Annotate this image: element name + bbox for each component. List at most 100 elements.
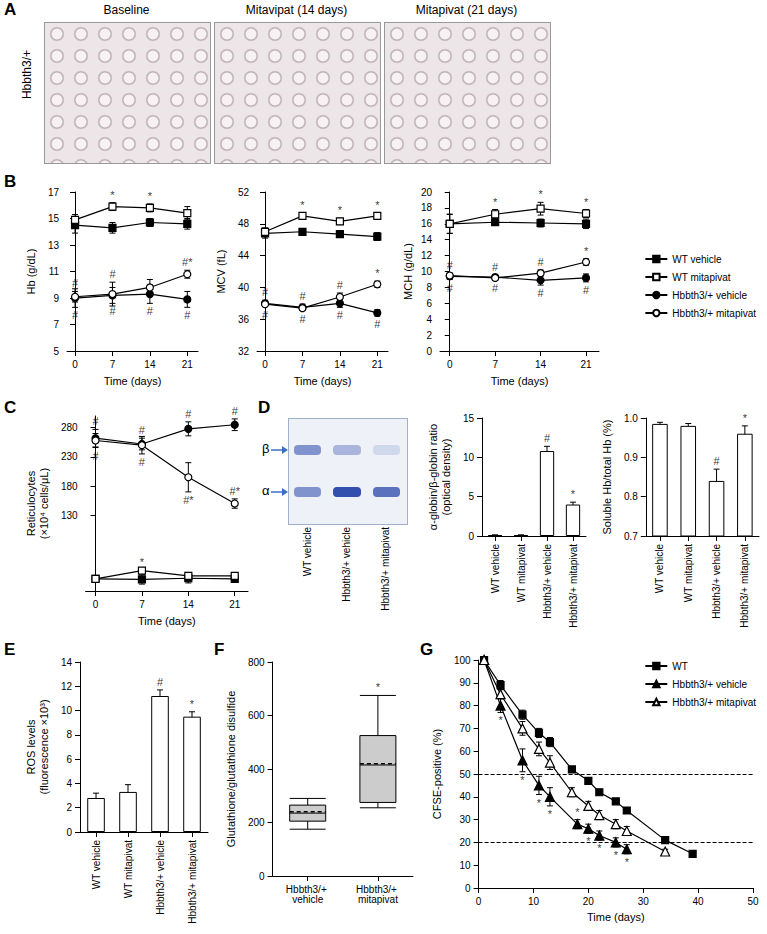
svg-text:7: 7 bbox=[53, 319, 59, 330]
svg-text:2: 2 bbox=[66, 802, 72, 813]
svg-text:100: 100 bbox=[454, 655, 471, 666]
svg-text:13: 13 bbox=[48, 240, 60, 251]
svg-text:WT vehicle: WT vehicle bbox=[654, 544, 665, 594]
svg-text:36: 36 bbox=[238, 314, 250, 325]
svg-text:#: # bbox=[92, 450, 99, 462]
svg-text:30: 30 bbox=[638, 896, 650, 907]
svg-text:50: 50 bbox=[459, 769, 471, 780]
svg-text:21: 21 bbox=[372, 359, 384, 370]
svg-text:10: 10 bbox=[459, 860, 471, 871]
svg-text:*: * bbox=[493, 196, 498, 208]
svg-text:32: 32 bbox=[238, 346, 250, 357]
svg-text:20: 20 bbox=[583, 896, 595, 907]
svg-text:280: 280 bbox=[61, 422, 78, 433]
svg-text:WT mitapivat: WT mitapivat bbox=[672, 272, 730, 283]
svg-text:200: 200 bbox=[248, 817, 265, 828]
svg-text:#: # bbox=[374, 318, 381, 330]
svg-text:0: 0 bbox=[66, 827, 72, 838]
svg-text:130: 130 bbox=[61, 510, 78, 521]
svg-text:15: 15 bbox=[463, 413, 475, 424]
svg-text:#: # bbox=[538, 256, 545, 268]
svg-text:18: 18 bbox=[421, 202, 433, 213]
svg-text:#: # bbox=[147, 305, 154, 317]
svg-text:*: * bbox=[537, 797, 542, 809]
svg-text:52: 52 bbox=[238, 187, 250, 198]
svg-text:*: * bbox=[571, 488, 576, 500]
svg-text:17: 17 bbox=[48, 187, 60, 198]
svg-text:Hbbth3/+ vehicle: Hbbth3/+ vehicle bbox=[155, 840, 166, 915]
svg-text:#: # bbox=[109, 268, 116, 280]
svg-text:14: 14 bbox=[421, 234, 433, 245]
svg-text:#: # bbox=[157, 676, 164, 688]
svg-text:20: 20 bbox=[421, 187, 433, 198]
svg-text:0.7: 0.7 bbox=[624, 531, 638, 542]
svg-text:*: * bbox=[586, 835, 591, 847]
svg-text:#: # bbox=[713, 455, 720, 467]
svg-text:*: * bbox=[190, 698, 195, 710]
svg-text:#: # bbox=[337, 309, 344, 321]
svg-text:#: # bbox=[139, 424, 146, 436]
svg-text:*: * bbox=[148, 190, 153, 202]
svg-text:*: * bbox=[743, 412, 748, 424]
svg-text:*: * bbox=[584, 196, 589, 208]
svg-text:Time (days): Time (days) bbox=[294, 375, 352, 387]
svg-text:5: 5 bbox=[53, 346, 59, 357]
svg-text:(optical density): (optical density) bbox=[440, 438, 452, 515]
svg-text:#: # bbox=[185, 408, 192, 420]
svg-text:*: * bbox=[140, 556, 145, 568]
svg-text:#: # bbox=[232, 405, 239, 417]
svg-text:Hbbth3/+ vehicle: Hbbth3/+ vehicle bbox=[672, 679, 747, 690]
svg-text:50: 50 bbox=[747, 896, 759, 907]
svg-text:mitapivat: mitapivat bbox=[358, 894, 398, 905]
svg-text:*: * bbox=[584, 245, 589, 257]
svg-text:0: 0 bbox=[468, 531, 474, 542]
svg-text:10: 10 bbox=[528, 896, 540, 907]
svg-text:21: 21 bbox=[182, 359, 194, 370]
svg-text:#: # bbox=[492, 261, 499, 273]
svg-text:#: # bbox=[109, 305, 116, 317]
svg-text:*: * bbox=[575, 806, 580, 818]
svg-text:*: * bbox=[376, 681, 381, 693]
svg-text:*: * bbox=[597, 842, 602, 854]
svg-text:11: 11 bbox=[49, 266, 60, 277]
svg-text:#: # bbox=[72, 277, 79, 289]
svg-text:*: * bbox=[375, 267, 380, 279]
svg-text:Glutathione/glutathione disulf: Glutathione/glutathione disulfide bbox=[225, 691, 237, 848]
svg-text:0: 0 bbox=[259, 871, 265, 882]
svg-text:9: 9 bbox=[53, 293, 59, 304]
svg-text:*: * bbox=[375, 199, 380, 211]
svg-text:#: # bbox=[337, 279, 344, 291]
svg-text:#: # bbox=[544, 432, 551, 444]
svg-text:16: 16 bbox=[421, 218, 433, 229]
svg-text:#: # bbox=[184, 309, 191, 321]
svg-text:180: 180 bbox=[61, 481, 78, 492]
svg-text:Hbbth3/+ mitapivat: Hbbth3/+ mitapivat bbox=[568, 544, 579, 628]
svg-text:α-globin/β-globin ratio: α-globin/β-globin ratio bbox=[427, 424, 439, 530]
svg-text:Hbbth3/+ mitapivat: Hbbth3/+ mitapivat bbox=[739, 544, 750, 628]
svg-text:#*: #* bbox=[230, 485, 241, 497]
svg-text:14: 14 bbox=[61, 657, 73, 668]
svg-text:WT vehicle: WT vehicle bbox=[672, 254, 722, 265]
svg-text:21: 21 bbox=[580, 359, 592, 370]
svg-text:#: # bbox=[139, 456, 146, 468]
svg-text:14: 14 bbox=[334, 359, 346, 370]
svg-text:6: 6 bbox=[66, 754, 72, 765]
svg-text:*: * bbox=[300, 199, 305, 211]
svg-text:Time (days): Time (days) bbox=[138, 615, 196, 627]
svg-text:#: # bbox=[262, 309, 269, 321]
svg-text:0: 0 bbox=[93, 599, 99, 610]
svg-text:ROS levels: ROS levels bbox=[25, 719, 37, 775]
svg-text:0.8: 0.8 bbox=[624, 491, 638, 502]
svg-text:*: * bbox=[614, 849, 619, 861]
svg-text:(×10⁴ cells/μL): (×10⁴ cells/μL) bbox=[38, 468, 50, 539]
svg-text:40: 40 bbox=[238, 282, 250, 293]
svg-text:90: 90 bbox=[459, 677, 471, 688]
svg-text:Time (days): Time (days) bbox=[587, 911, 645, 923]
svg-text:2: 2 bbox=[426, 330, 432, 341]
svg-text:*: * bbox=[538, 188, 543, 200]
svg-text:0: 0 bbox=[72, 359, 78, 370]
svg-text:800: 800 bbox=[248, 657, 265, 668]
svg-text:*: * bbox=[338, 204, 343, 216]
svg-text:1.0: 1.0 bbox=[624, 413, 638, 424]
svg-text:7: 7 bbox=[492, 359, 498, 370]
